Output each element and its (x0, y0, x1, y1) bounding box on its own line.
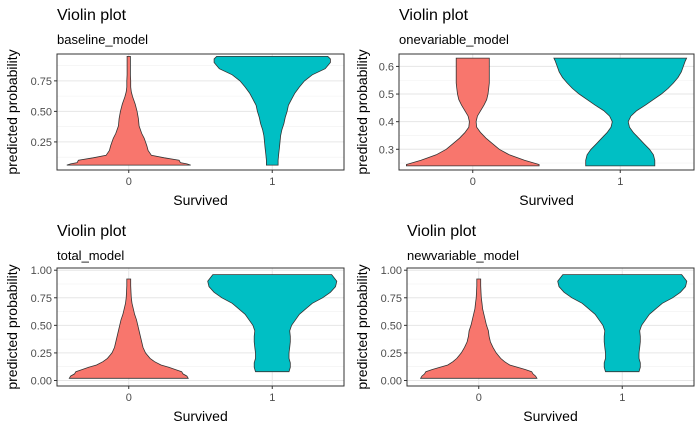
violin-survived-1 (553, 57, 688, 167)
y-axis-title: predicted probability (4, 49, 20, 174)
violin-survived-0 (66, 56, 191, 166)
x-axis-title: Survived (519, 192, 573, 208)
x-tick-label: 1 (269, 176, 275, 188)
y-tick-label: 0.50 (381, 320, 402, 332)
chart-subtitle: baseline_model (57, 32, 149, 47)
chart-subtitle: newvariable_model (407, 248, 520, 263)
x-tick-label: 0 (476, 392, 482, 404)
y-tick-label: 0.00 (31, 375, 52, 387)
y-tick-label: 0.75 (31, 76, 52, 88)
x-tick-label: 1 (269, 392, 275, 404)
chart-title: Violin plot (57, 7, 127, 24)
violin-chart: 0.00 0.25 0.50 0.75 1.00 0 1 Survived predicted … (4, 264, 345, 424)
plot-border (56, 53, 345, 171)
y-tick-label: 0.3 (379, 144, 394, 156)
plot-border (398, 53, 695, 171)
chart-panel-onevariable: Violin plot onevariable_model 0.3 0.4 0.5 0… (350, 0, 700, 216)
chart-panel-newvariable: Violin plot newvariable_model 0.00 0.25 0.… (350, 216, 700, 432)
y-tick-label: 1.00 (381, 265, 402, 277)
violin-survived-1 (207, 274, 338, 373)
y-tick-label: 0.00 (381, 375, 402, 387)
plot-border (406, 267, 695, 387)
y-tick-label: 0.25 (31, 348, 52, 360)
x-axis-title: Survived (523, 408, 577, 424)
chart-panel-baseline: Violin plot baseline_model 0.25 0.50 0.75 0… (0, 0, 350, 216)
violin-chart: 0.25 0.50 0.75 0 1 Survived predicted probabil… (4, 49, 345, 208)
violin-survived-1 (213, 56, 331, 166)
violin-survived-0 (406, 57, 540, 167)
x-axis-title: Survived (173, 408, 227, 424)
y-axis-title: predicted probability (354, 264, 370, 389)
chart-title: Violin plot (399, 7, 469, 24)
violin-survived-0 (68, 278, 189, 379)
y-tick-label: 0.50 (31, 106, 52, 118)
y-tick-label: 0.50 (31, 320, 52, 332)
y-tick-label: 0.5 (379, 89, 394, 101)
y-tick-label: 0.75 (31, 293, 52, 305)
y-tick-label: 0.75 (381, 293, 402, 305)
violin-chart: 0.00 0.25 0.50 0.75 1.00 0 1 Survived predicted … (354, 264, 695, 424)
violin-survived-1 (557, 274, 688, 373)
y-axis-title: predicted probability (354, 49, 370, 174)
y-axis-title: predicted probability (4, 264, 20, 389)
y-tick-label: 1.00 (31, 265, 52, 277)
violin-survived-0 (419, 278, 538, 379)
y-tick-label: 0.6 (379, 61, 394, 73)
y-tick-label: 0.25 (381, 348, 402, 360)
chart-subtitle: total_model (57, 248, 125, 263)
violin-chart: 0.3 0.4 0.5 0.6 0 1 Survived predicted probabil… (354, 49, 695, 208)
y-tick-label: 0.25 (31, 137, 52, 149)
y-tick-label: 0.4 (379, 117, 394, 129)
x-tick-label: 0 (470, 176, 476, 188)
x-tick-label: 1 (619, 392, 625, 404)
chart-subtitle: onevariable_model (399, 32, 509, 47)
x-axis-title: Survived (173, 192, 227, 208)
x-tick-label: 1 (617, 176, 623, 188)
chart-title: Violin plot (407, 223, 477, 240)
x-tick-label: 0 (126, 176, 132, 188)
chart-title: Violin plot (57, 223, 127, 240)
plot-border (56, 267, 345, 387)
chart-panel-total: Violin plot total_model 0.00 0.25 0.50 0.75… (0, 216, 350, 432)
x-tick-label: 0 (126, 392, 132, 404)
